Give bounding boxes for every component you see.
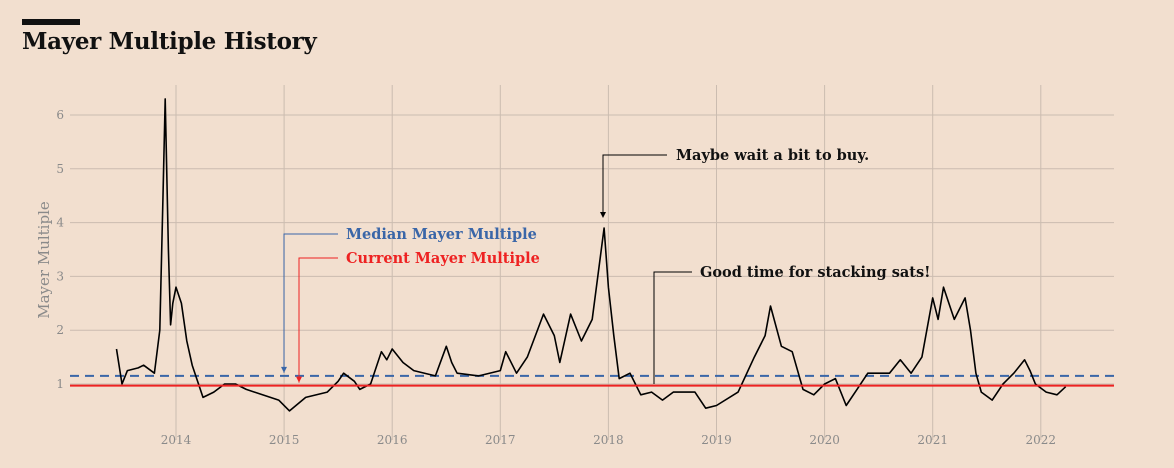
peak-leader — [602, 154, 667, 217]
y-tick-label: 3 — [56, 269, 64, 283]
x-tick-label: 2017 — [485, 433, 516, 447]
arrow-icon — [600, 212, 606, 218]
y-axis-label: Mayer Multiple — [35, 201, 53, 319]
x-tick-label: 2021 — [917, 433, 948, 447]
peak-annotation: Maybe wait a bit to buy. — [676, 147, 869, 164]
x-tick-label: 2016 — [377, 433, 408, 447]
y-tick-label: 2 — [56, 323, 64, 337]
title-accent-bar — [22, 19, 80, 25]
x-tick-label: 2018 — [593, 433, 624, 447]
low-leader — [653, 271, 692, 384]
series-line — [115, 98, 1067, 412]
y-tick-label: 4 — [56, 216, 64, 230]
median-label: Median Mayer Multiple — [346, 226, 537, 243]
y-tick-label: 1 — [56, 377, 64, 391]
current-label: Current Mayer Multiple — [346, 250, 540, 267]
low-annotation: Good time for stacking sats! — [700, 264, 931, 281]
x-tick-label: 2020 — [809, 433, 840, 447]
x-tick-label: 2022 — [1026, 433, 1057, 447]
current-leader — [298, 257, 338, 383]
arrow-icon — [281, 366, 287, 373]
median-leader — [283, 233, 338, 373]
y-tick-label: 5 — [56, 162, 64, 176]
x-tick-label: 2015 — [269, 433, 300, 447]
x-tick-label: 2019 — [701, 433, 732, 447]
y-tick-label: 6 — [56, 108, 64, 122]
page-title: Mayer Multiple History — [22, 28, 317, 55]
arrow-icon — [296, 376, 302, 383]
x-tick-label: 2014 — [161, 433, 192, 447]
